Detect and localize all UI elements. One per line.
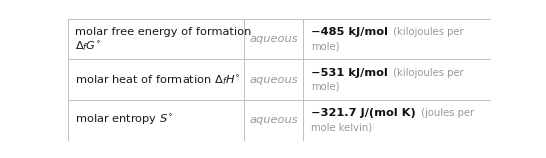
Text: $\Delta_{f}G^{\circ}$: $\Delta_{f}G^{\circ}$ <box>75 40 101 53</box>
Text: −531 kJ/mol: −531 kJ/mol <box>311 68 388 78</box>
Text: molar heat of formation $\Delta_{f}H^{\circ}$: molar heat of formation $\Delta_{f}H^{\c… <box>75 73 240 87</box>
Text: molar entropy $S^{\circ}$: molar entropy $S^{\circ}$ <box>75 113 173 127</box>
Text: aqueous: aqueous <box>249 75 298 85</box>
Text: aqueous: aqueous <box>249 34 298 44</box>
Text: (kilojoules per: (kilojoules per <box>390 68 464 78</box>
Text: aqueous: aqueous <box>249 115 298 125</box>
Text: (joules per: (joules per <box>418 109 474 118</box>
Text: mole): mole) <box>311 41 339 51</box>
Text: molar free energy of formation: molar free energy of formation <box>75 27 251 37</box>
Text: −485 kJ/mol: −485 kJ/mol <box>311 27 388 37</box>
Text: (kilojoules per: (kilojoules per <box>390 27 464 37</box>
Text: −321.7 J/(mol K): −321.7 J/(mol K) <box>311 109 416 118</box>
Text: mole): mole) <box>311 82 339 92</box>
Text: mole kelvin): mole kelvin) <box>311 122 372 132</box>
